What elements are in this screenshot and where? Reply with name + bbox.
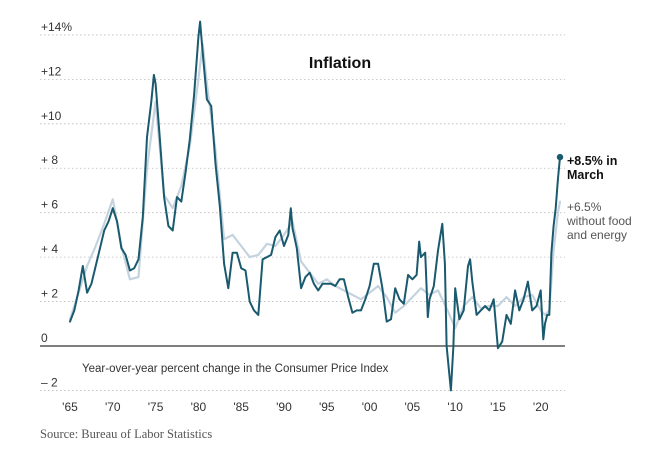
y-tick-label: +14% [41, 20, 72, 34]
headline-annotation: +8.5% in March [567, 154, 617, 182]
y-tick-label: + 2 [41, 287, 58, 301]
source-line: Source: Bureau of Labor Statistics [40, 427, 213, 441]
core-annotation-line: without food [566, 214, 632, 228]
x-tick-label: '05 [405, 400, 421, 414]
y-tick-label: + 6 [41, 198, 58, 212]
x-tick-label: '75 [148, 400, 164, 414]
x-tick-label: '10 [447, 400, 463, 414]
headline-end-marker [556, 153, 564, 161]
core-annotation-line: and energy [567, 228, 627, 242]
x-tick-label: '85 [233, 400, 249, 414]
x-tick-label: '00 [362, 400, 378, 414]
core-annotation-line: +6.5% [567, 200, 602, 214]
headline-annotation-line: March [567, 168, 604, 182]
series-lines [68, 20, 562, 392]
x-tick-label: '15 [490, 400, 506, 414]
y-tick-label: + 8 [41, 153, 58, 167]
chart-title: Inflation [309, 55, 371, 72]
y-tick-label: + 4 [41, 242, 58, 256]
x-tick-label: '20 [533, 400, 549, 414]
gridlines [40, 34, 565, 391]
y-axis-tick-labels: +14% +12 +10 + 8 + 6 + 4 + 2 0 – 2 [41, 20, 72, 390]
headline-series-line [69, 20, 561, 392]
y-tick-label: +10 [41, 109, 62, 123]
chart-note: Year-over-year percent change in the Con… [82, 363, 389, 375]
x-tick-label: '80 [191, 400, 207, 414]
headline-annotation-line: +8.5% in [567, 154, 617, 168]
core-annotation: +6.5% without food and energy [566, 200, 632, 242]
x-tick-label: '65 [62, 400, 78, 414]
x-tick-label: '90 [276, 400, 292, 414]
x-axis-tick-labels: '65 '70 '75 '80 '85 '90 '95 '00 '05 '10 '15 '20 [62, 400, 549, 414]
note-background [78, 360, 418, 376]
x-tick-label: '70 [105, 400, 121, 414]
y-tick-label: – 2 [41, 375, 58, 389]
x-tick-label: '95 [319, 400, 335, 414]
y-tick-label: 0 [41, 331, 48, 345]
core-series-line [68, 42, 562, 330]
y-tick-label: +12 [41, 64, 62, 78]
